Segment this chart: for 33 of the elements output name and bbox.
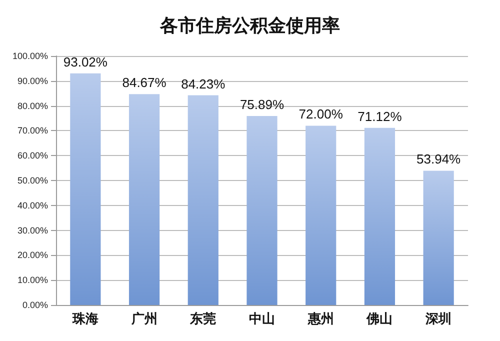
bar <box>423 170 454 305</box>
y-tick-label: 20.00% <box>17 250 48 260</box>
y-tick-label: 80.00% <box>17 100 48 111</box>
data-label: 93.02% <box>63 54 108 70</box>
x-tick-label: 珠海 <box>71 312 98 327</box>
y-tick-label: 100.00% <box>12 51 48 61</box>
bar <box>128 94 160 305</box>
bar <box>364 128 396 305</box>
data-label: 72.00% <box>298 106 344 122</box>
data-label: 71.12% <box>358 108 402 124</box>
x-tick-label: 东莞 <box>189 311 216 327</box>
y-tick-label: 90.00% <box>17 76 48 86</box>
x-tick-label: 惠州 <box>306 311 334 327</box>
bar <box>70 73 101 305</box>
x-tick-label: 广州 <box>130 311 158 327</box>
bar <box>306 126 336 305</box>
y-tick-label: 30.00% <box>17 225 48 236</box>
chart-title: 各市住房公积金使用率 <box>159 16 340 36</box>
data-label: 53.94% <box>416 152 462 167</box>
y-tick-label: 0.00% <box>22 300 48 310</box>
x-tick-label: 深圳 <box>424 312 452 327</box>
x-tick-label: 佛山 <box>366 312 393 327</box>
y-tick-label: 40.00% <box>17 200 48 210</box>
y-tick-label: 10.00% <box>17 275 48 286</box>
y-tick-label: 60.00% <box>17 150 48 161</box>
data-label: 84.23% <box>181 76 226 92</box>
data-label: 75.89% <box>240 97 284 112</box>
data-label: 84.67% <box>122 75 167 90</box>
bar <box>246 116 278 305</box>
y-tick-label: 70.00% <box>17 126 48 136</box>
y-tick-label: 50.00% <box>17 176 48 186</box>
bar <box>188 95 218 305</box>
x-tick-label: 中山 <box>249 312 275 327</box>
